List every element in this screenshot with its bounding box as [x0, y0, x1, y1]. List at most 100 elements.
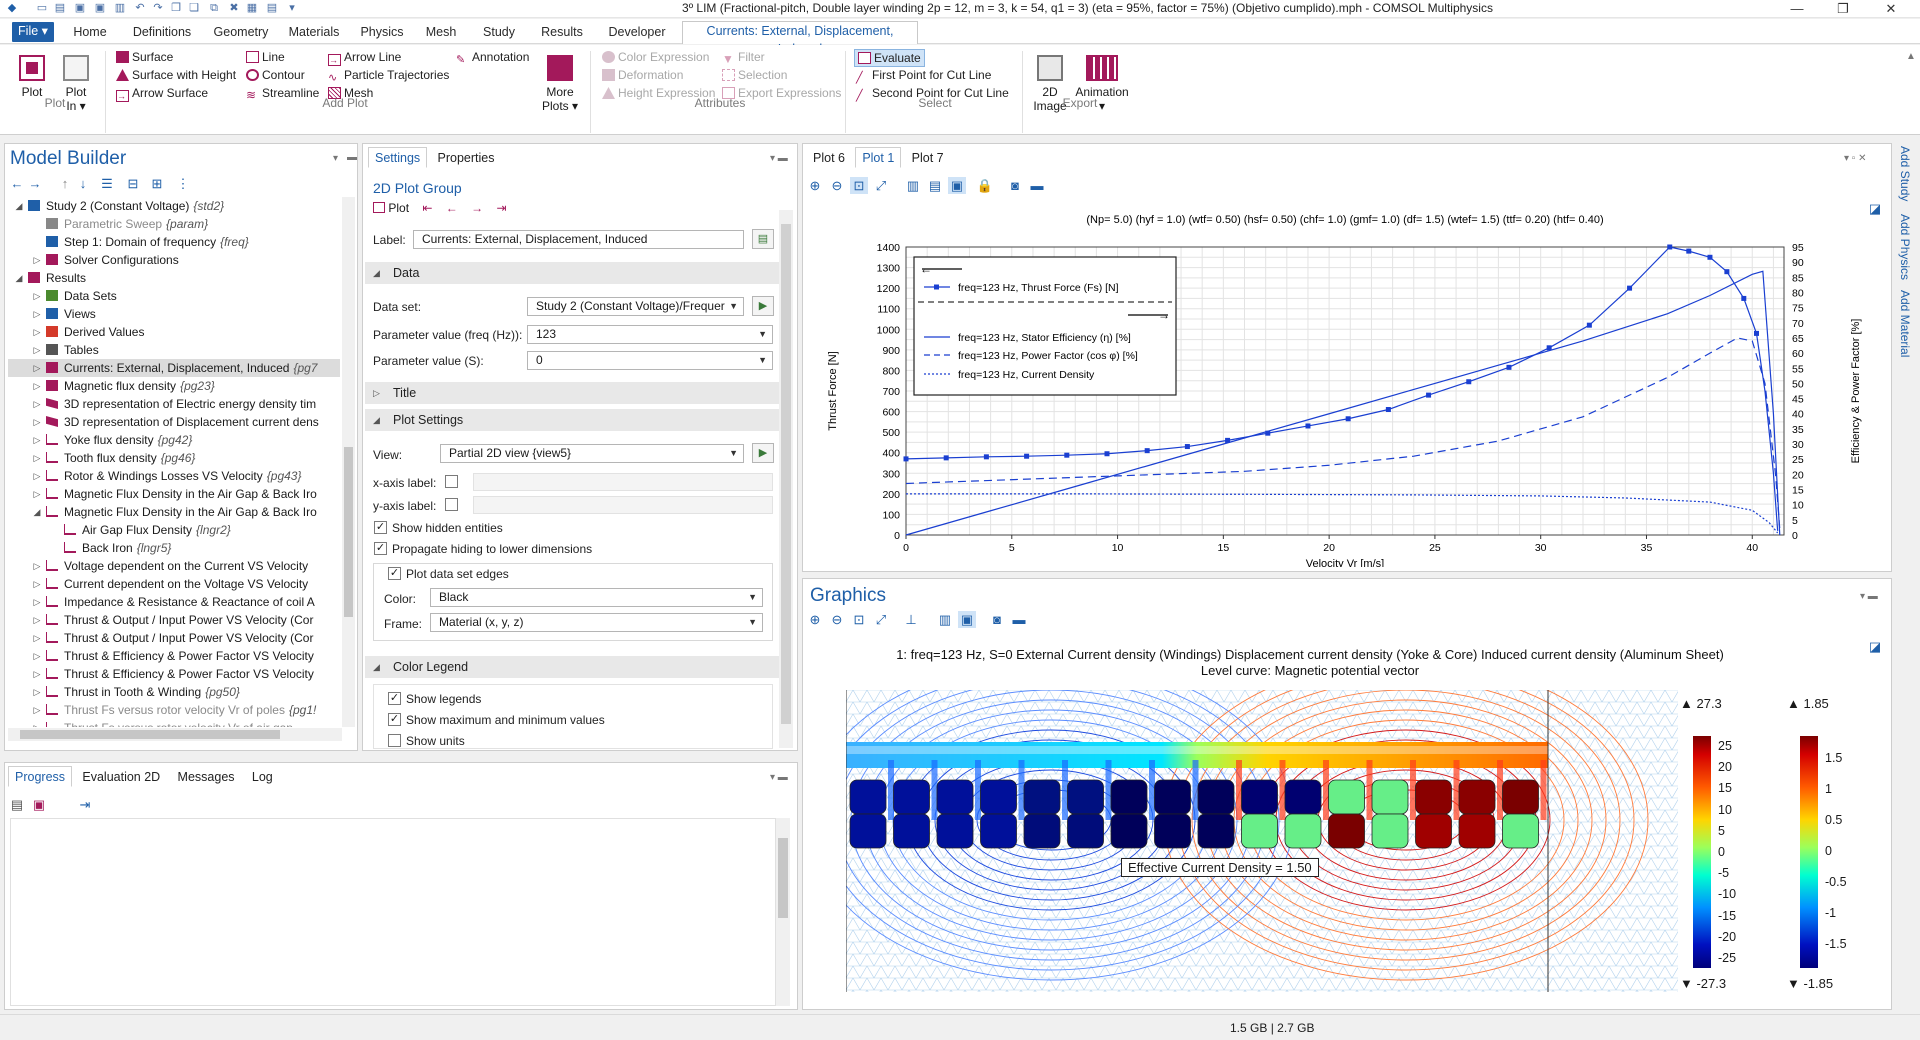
- settings-scrollbar-thumb[interactable]: [781, 224, 791, 724]
- view-select[interactable]: Partial 2D view {view5} ▼: [440, 444, 744, 463]
- particle-trajectories-button[interactable]: ∿ Particle Trajectories: [328, 67, 449, 84]
- grid-icon[interactable]: ▥: [906, 178, 920, 193]
- first-icon[interactable]: ⇤: [422, 201, 433, 215]
- plot-edges-checkbox[interactable]: ✓: [388, 567, 401, 580]
- last-icon[interactable]: ⇥: [496, 201, 507, 215]
- show-maxmin-checkbox[interactable]: ✓: [388, 713, 401, 726]
- expand-arrow-icon[interactable]: ▷: [33, 381, 41, 391]
- tree-item[interactable]: ▷ Thrust & Efficiency & Power Factor VS V…: [8, 665, 340, 683]
- show-icon[interactable]: ☰: [101, 176, 113, 191]
- axes-icon[interactable]: ▤: [928, 178, 942, 193]
- clear-icon[interactable]: ▦: [246, 2, 258, 14]
- expand-arrow-icon[interactable]: ▷: [33, 561, 41, 571]
- expand-arrow-icon[interactable]: ▷: [33, 705, 41, 715]
- tree-item[interactable]: ▷ Rotor & Windings Losses VS Velocity {pg4…: [8, 467, 340, 485]
- filter-button[interactable]: ▼ Filter: [722, 49, 765, 65]
- copy-icon[interactable]: ❐: [171, 2, 181, 14]
- collapse-arrow-icon[interactable]: ◢: [33, 507, 41, 517]
- back-arrow-icon[interactable]: ←: [10, 176, 24, 191]
- progress-scrollbar[interactable]: [776, 818, 790, 1006]
- tab-materials[interactable]: Materials: [288, 25, 340, 39]
- tree-item[interactable]: ▷ 3D representation of Displacement curre…: [8, 413, 340, 431]
- tab-evaluation-2d[interactable]: Evaluation 2D: [82, 770, 161, 784]
- animation-button[interactable]: Animation ▾: [1072, 55, 1132, 113]
- tab-plot-6[interactable]: Plot 6: [813, 151, 845, 165]
- file-menu[interactable]: File ▾: [12, 22, 54, 42]
- param-freq-select[interactable]: 123 ▼: [527, 325, 773, 344]
- tree-item[interactable]: ▷ Thrust Fs versus rotor velocity Vr of p…: [8, 701, 340, 719]
- streamline-button[interactable]: ≋ Streamline: [246, 85, 319, 101]
- xaxis-label-checkbox[interactable]: [445, 475, 458, 488]
- frame-select[interactable]: Material (x, y, z) ▼: [430, 613, 763, 632]
- tree-item[interactable]: ◢ Magnetic Flux Density in the Air Gap & …: [8, 503, 340, 521]
- expand-arrow-icon[interactable]: ▷: [33, 399, 41, 409]
- color-expression-button[interactable]: Color Expression: [602, 49, 709, 65]
- tree-item[interactable]: ▷ Views: [8, 305, 340, 323]
- tab-messages[interactable]: Messages: [177, 770, 235, 784]
- graphics-zoom-extents-icon[interactable]: ⤢: [875, 612, 887, 627]
- tree-item[interactable]: ▷ Yoke flux density {pg42}: [8, 431, 340, 449]
- plot-button[interactable]: Plot: [14, 55, 50, 99]
- image-2d-button[interactable]: 2D Image: [1032, 55, 1068, 113]
- graphics-zoom-out-icon[interactable]: ⊖: [831, 612, 843, 627]
- expand-arrow-icon[interactable]: ▷: [33, 597, 41, 607]
- graphics-print-icon[interactable]: ▬: [1012, 612, 1026, 627]
- expand-arrow-icon[interactable]: ▷: [33, 471, 41, 481]
- link-icon[interactable]: ⇥: [79, 797, 91, 812]
- tab-results[interactable]: Results: [541, 25, 583, 39]
- tab-properties[interactable]: Properties: [437, 151, 495, 165]
- progress-menu-icon[interactable]: ▾ ▬: [770, 772, 788, 783]
- lock-icon[interactable]: 🔒: [976, 178, 994, 193]
- zoom-extents-icon[interactable]: ⤢: [875, 178, 887, 193]
- label-edit-button[interactable]: ▤: [752, 229, 774, 249]
- expand-arrow-icon[interactable]: ▷: [33, 453, 41, 463]
- tree-item[interactable]: Back Iron {lngr5}: [8, 539, 340, 557]
- view-goto-button[interactable]: ▶: [752, 443, 774, 463]
- progress-scrollbar-thumb[interactable]: [778, 838, 788, 918]
- redo-icon[interactable]: ↷: [153, 2, 163, 14]
- tree-item[interactable]: ▷ Impedance & Resistance & Reactance of c…: [8, 593, 340, 611]
- zoom-box-icon[interactable]: ⊡: [850, 177, 868, 194]
- tree-item[interactable]: ▷ Thrust & Efficiency & Power Factor VS V…: [8, 647, 340, 665]
- tree-item[interactable]: ▷ Thrust & Output / Input Power VS Veloci…: [8, 629, 340, 647]
- graphics-menu-icon[interactable]: ▾ ▬: [1860, 591, 1878, 602]
- tree-item[interactable]: Parametric Sweep {param}: [8, 215, 340, 233]
- save-icon[interactable]: ▣: [74, 2, 86, 14]
- more-plots-button[interactable]: More Plots ▾: [540, 55, 580, 113]
- graphics-zoom-in-icon[interactable]: ⊕: [809, 612, 821, 627]
- tab-plot-7[interactable]: Plot 7: [911, 151, 944, 165]
- expand-arrow-icon[interactable]: ▷: [33, 633, 41, 643]
- ribbon-collapse-icon[interactable]: ▲: [1906, 51, 1916, 62]
- tree-item[interactable]: ▷ Current dependent on the Voltage VS Vel…: [8, 575, 340, 593]
- new-file-icon[interactable]: ▭: [36, 2, 48, 14]
- collapse-arrow-icon[interactable]: ◢: [15, 201, 23, 211]
- settings-menu-icon[interactable]: ▾ ▬: [770, 153, 788, 164]
- move-down-icon[interactable]: ↓: [79, 176, 87, 191]
- duplicate-icon[interactable]: ⧉: [210, 2, 218, 14]
- tree-item[interactable]: ▷ Magnetic flux density {pg23}: [8, 377, 340, 395]
- yaxis-label-checkbox[interactable]: [445, 498, 458, 511]
- height-expression-button[interactable]: Height Expression: [602, 85, 715, 101]
- minimize-button[interactable]: —: [1790, 1, 1804, 16]
- tree-item[interactable]: ◢ Study 2 (Constant Voltage) {std2}: [8, 197, 340, 215]
- undo-icon[interactable]: ↶: [135, 2, 145, 14]
- label-input[interactable]: Currents: External, Displacement, Induce…: [413, 230, 744, 249]
- tree-item[interactable]: ▷ Solver Configurations: [8, 251, 340, 269]
- plot-in-button[interactable]: Plot In ▾: [58, 55, 94, 113]
- tree-item[interactable]: ▷ Tooth flux density {pg46}: [8, 449, 340, 467]
- legend-icon[interactable]: ▣: [948, 177, 966, 194]
- tree-item[interactable]: ▷ Data Sets: [8, 287, 340, 305]
- tree-item[interactable]: Air Gap Flux Density {lngr2}: [8, 521, 340, 539]
- first-point-cut-line-button[interactable]: ╱ First Point for Cut Line: [856, 67, 991, 84]
- section-color-legend[interactable]: ◢ Color Legend: [365, 656, 780, 678]
- tab-developer[interactable]: Developer: [608, 25, 666, 39]
- section-title[interactable]: ▷ Title: [365, 382, 780, 404]
- tree-item[interactable]: ▷ 3D representation of Electric energy de…: [8, 395, 340, 413]
- graphics-legend-icon[interactable]: ▣: [958, 611, 976, 628]
- save-as-icon[interactable]: ▣: [94, 2, 106, 14]
- open-icon[interactable]: ▤: [54, 2, 66, 14]
- propagate-checkbox[interactable]: ✓: [374, 542, 387, 555]
- expand-arrow-icon[interactable]: ▷: [33, 669, 41, 679]
- tree-item[interactable]: ▷ Currents: External, Displacement, Induc…: [8, 359, 340, 377]
- field-plot-canvas[interactable]: [846, 690, 1678, 992]
